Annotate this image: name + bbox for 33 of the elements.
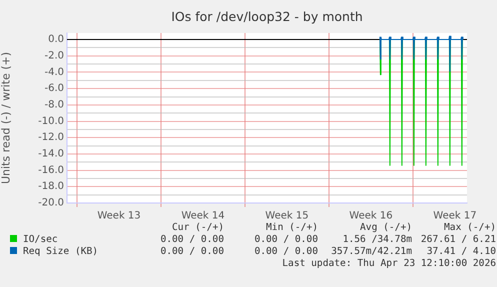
y-tick-label: -10.0	[38, 116, 64, 127]
text: 37.41 / 4.10	[426, 246, 496, 256]
y-tick-label: -18.0	[38, 181, 64, 192]
x-tick-label: Week 15	[265, 210, 309, 222]
text: 267.61 / 6.21	[420, 234, 496, 244]
y-tick-label: 0.0	[48, 34, 64, 46]
text: 0.00 / 0.00	[159, 246, 224, 256]
text: 1.56 /34.78m	[342, 234, 412, 244]
y-tick-label: -20.0	[38, 198, 64, 209]
text: 0.00 / 0.00	[253, 234, 318, 244]
legend-label: Req Size (KB)	[22, 246, 98, 256]
y-tick-label: -4.0	[44, 66, 64, 78]
text: 0.00 / 0.00	[159, 234, 224, 244]
y-tick-label: -14.0	[38, 148, 64, 160]
text: 357.57m/42.21m	[330, 246, 412, 256]
text: Last update: Thu Apr 23 12:10:00 2026	[281, 257, 496, 269]
y-tick-label: -6.0	[44, 83, 64, 94]
text: Max (-/+)	[443, 222, 496, 232]
text: Avg (-/+)	[359, 222, 412, 232]
x-tick-label: Week 17	[433, 210, 477, 222]
y-tick-label: -16.0	[38, 164, 64, 176]
text: 0.00 / 0.00	[253, 246, 318, 256]
x-tick-label: Week 14	[181, 210, 225, 222]
y-axis-title: Units read (-) / write (+)	[0, 52, 12, 184]
y-tick-label: -12.0	[38, 132, 64, 144]
x-tick-label: Week 13	[97, 210, 141, 222]
y-tick-label: -8.0	[44, 100, 64, 111]
y-tick-label: -2.0	[44, 50, 64, 62]
legend-label: IO/sec	[22, 234, 58, 244]
text: Cur (-/+)	[171, 222, 224, 232]
chart-title: IOs for /dev/loop32 - by month	[170, 9, 364, 24]
x-tick-label: Week 16	[349, 210, 393, 222]
text: Min (-/+)	[265, 222, 318, 232]
